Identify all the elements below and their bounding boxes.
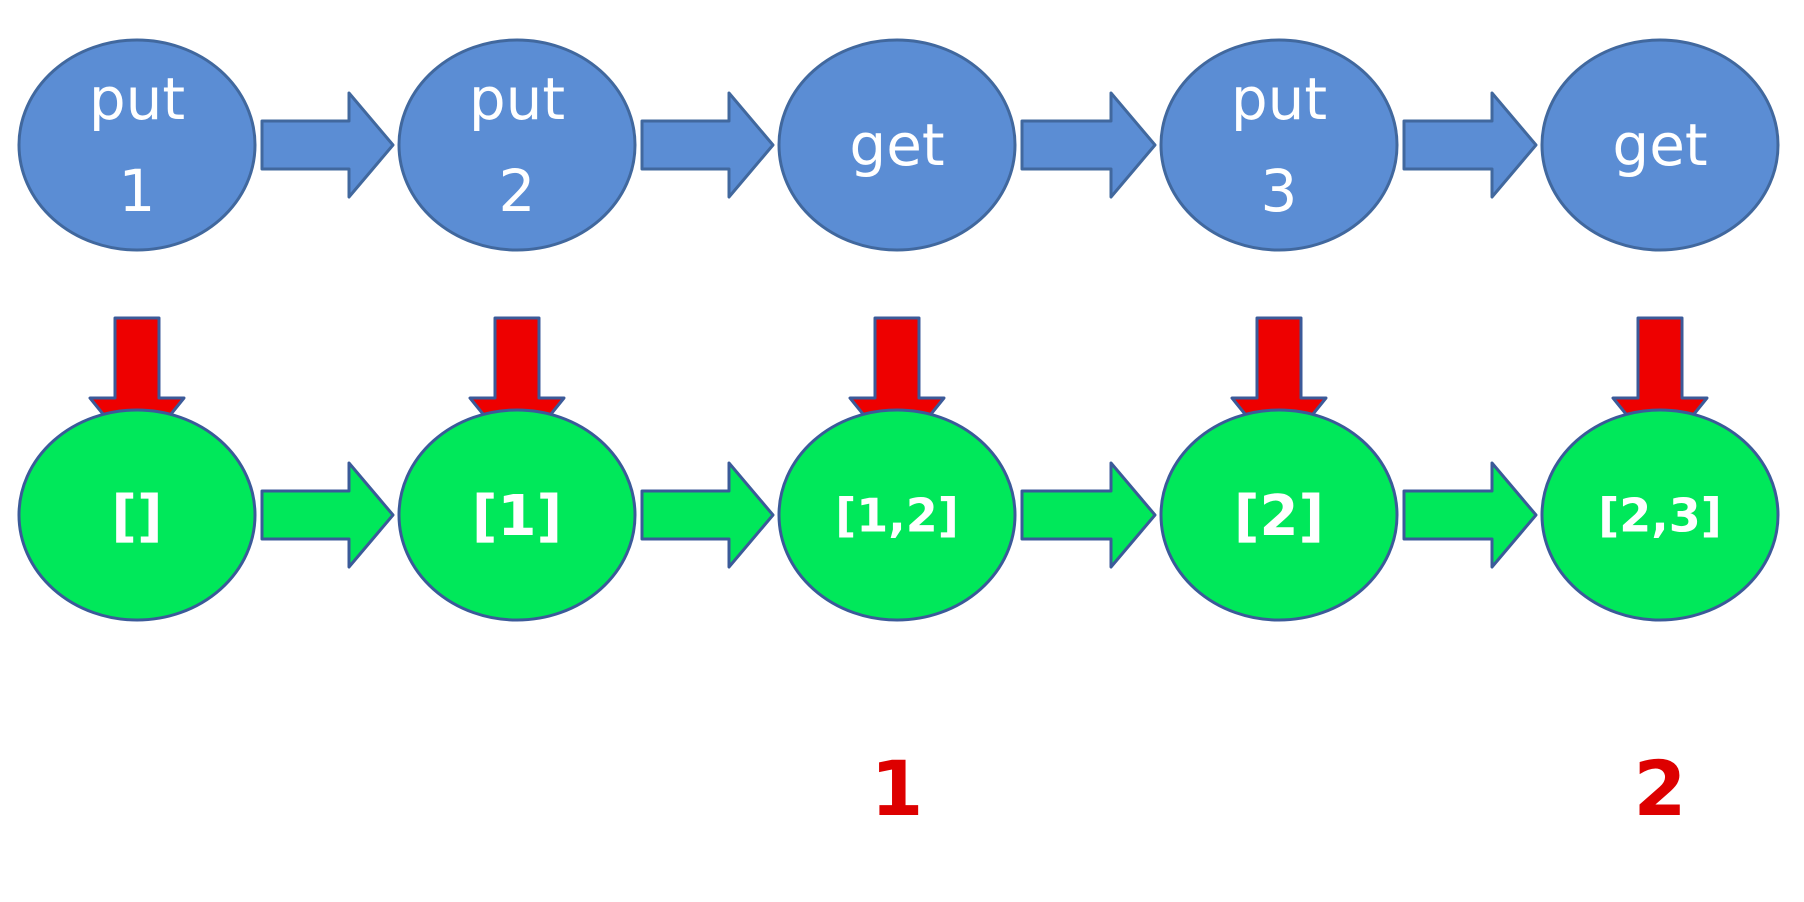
operation-name: get: [849, 111, 944, 179]
operation-node-circle: [17, 38, 257, 252]
state-node-circle: [1159, 408, 1399, 622]
state-label: [1,2]: [835, 489, 959, 543]
operation-node-circle: [1540, 38, 1780, 252]
state-node: []: [17, 408, 257, 622]
state-label: [2,3]: [1598, 489, 1722, 543]
operation-node: put 1: [17, 38, 257, 252]
state-label: [1]: [472, 484, 562, 549]
state-node: [1,2]: [777, 408, 1017, 622]
state-node-circle: [777, 408, 1017, 622]
operation-value: 2: [499, 157, 536, 225]
operation-node-circle: [777, 38, 1017, 252]
operation-node: get: [1540, 38, 1780, 252]
returned-value: 1: [871, 744, 924, 833]
state-node: [2,3]: [1540, 408, 1780, 622]
operation-node-circle: [1159, 38, 1399, 252]
operation-flow-arrow: [640, 91, 775, 199]
operation-name: get: [1612, 111, 1707, 179]
state-label: [2]: [1234, 484, 1324, 549]
operation-name: put: [1231, 65, 1327, 133]
operation-node: get: [777, 38, 1017, 252]
operation-node: put 2: [397, 38, 637, 252]
operation-flow-arrow: [1020, 91, 1157, 199]
operation-name: put: [469, 65, 565, 133]
state-flow-arrow: [640, 461, 775, 569]
operation-value: 3: [1261, 157, 1298, 225]
state-node-circle: [17, 408, 257, 622]
state-label: []: [111, 484, 162, 549]
operation-value: 1: [119, 157, 156, 225]
state-node: [2]: [1159, 408, 1399, 622]
operation-node-circle: [397, 38, 637, 252]
state-node-circle: [397, 408, 637, 622]
state-flow-arrow: [260, 461, 395, 569]
state-node: [1]: [397, 408, 637, 622]
state-node-circle: [1540, 408, 1780, 622]
operation-name: put: [89, 65, 185, 133]
operation-flow-arrow: [1402, 91, 1538, 199]
returned-value: 2: [1634, 744, 1687, 833]
state-flow-arrow: [1402, 461, 1538, 569]
state-flow-arrow: [1020, 461, 1157, 569]
operation-node: put 3: [1159, 38, 1399, 252]
operation-flow-arrow: [260, 91, 395, 199]
